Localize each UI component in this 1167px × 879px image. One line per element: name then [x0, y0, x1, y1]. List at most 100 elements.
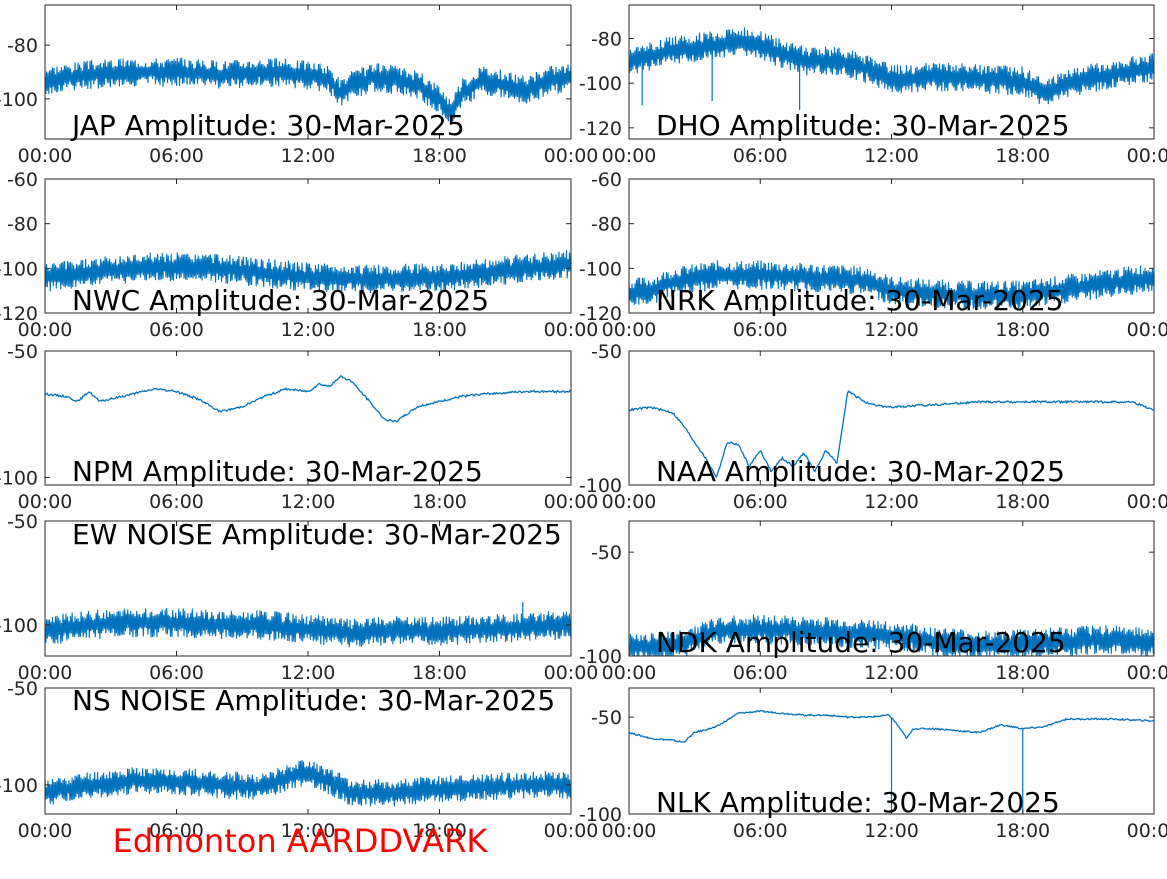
panel-title: NDK Amplitude: 30-Mar-2025	[656, 626, 1066, 659]
series-line	[45, 375, 571, 423]
x-tick-label: 18:00	[995, 662, 1050, 684]
series-line	[629, 709, 1154, 743]
y-tick-label: -100	[579, 646, 622, 668]
y-tick-label: -100	[0, 775, 38, 797]
x-tick-label: 00:00	[544, 145, 599, 167]
x-tick-label: 00:00	[1127, 491, 1167, 513]
x-tick-label: 00:00	[602, 820, 657, 842]
panel-title: JAP Amplitude: 30-Mar-2025	[70, 109, 465, 142]
y-tick-label: -50	[7, 511, 38, 533]
chart-panel: 00:00 06:00 12:00 18:00 00:00 -50 -100 NAA Ampl…	[579, 341, 1167, 513]
panel-title: NS NOISE Amplitude: 30-Mar-2025	[72, 684, 555, 717]
x-tick-label: 00:00	[18, 662, 73, 684]
panel-title: NLK Amplitude: 30-Mar-2025	[656, 786, 1060, 819]
y-tick-label: -60	[7, 169, 38, 191]
y-tick-label: -100	[579, 475, 622, 497]
x-tick-label: 12:00	[864, 491, 919, 513]
x-tick-label: 00:00	[18, 319, 73, 341]
series-line	[629, 260, 1154, 310]
x-tick-label: 00:00	[602, 491, 657, 513]
x-tick-label: 00:00	[18, 145, 73, 167]
panel-title: EW NOISE Amplitude: 30-Mar-2025	[72, 518, 562, 551]
series-line	[45, 759, 571, 807]
x-tick-label: 00:00	[18, 820, 73, 842]
chart-panel: 00:00 06:00 12:00 18:00 00:00 -50 -100 EW NOISE…	[0, 511, 598, 684]
y-tick-label: -50	[591, 707, 622, 729]
panel-title: NRK Amplitude: 30-Mar-2025	[656, 284, 1064, 317]
chart-panel: 00:00 06:00 12:00 18:00 00:00 -60 -80 -100 -120 N…	[579, 169, 1167, 341]
station-footer-label: Edmonton AARDDVARK	[113, 822, 489, 860]
x-tick-label: 06:00	[149, 491, 204, 513]
y-tick-label: -100	[0, 89, 38, 111]
y-tick-label: -100	[0, 258, 38, 280]
x-tick-label: 00:00	[602, 145, 657, 167]
panel-title: NPM Amplitude: 30-Mar-2025	[72, 455, 483, 488]
x-tick-label: 00:00	[544, 319, 599, 341]
x-tick-label: 00:00	[602, 319, 657, 341]
x-tick-label: 18:00	[412, 662, 467, 684]
x-tick-label: 12:00	[864, 145, 919, 167]
x-tick-label: 06:00	[149, 662, 204, 684]
chart-panel: 00:00 06:00 12:00 18:00 00:00 -50 -100 NLK Ampl…	[579, 687, 1167, 842]
chart-panel: 00:00 06:00 12:00 18:00 00:00 -50 -100 NPM Ampl…	[0, 341, 598, 513]
x-tick-label: 12:00	[864, 662, 919, 684]
x-tick-label: 12:00	[281, 491, 336, 513]
series-line	[629, 614, 1154, 656]
series-line	[45, 249, 571, 294]
x-tick-label: 18:00	[412, 319, 467, 341]
x-tick-label: 06:00	[733, 662, 788, 684]
x-tick-label: 12:00	[864, 319, 919, 341]
series-line	[629, 27, 1154, 105]
x-tick-label: 12:00	[281, 319, 336, 341]
x-tick-label: 18:00	[995, 491, 1050, 513]
x-tick-label: 00:00	[1127, 662, 1167, 684]
panel-title: NWC Amplitude: 30-Mar-2025	[72, 284, 489, 317]
y-tick-label: -80	[7, 35, 38, 57]
x-tick-label: 18:00	[412, 145, 467, 167]
x-tick-label: 00:00	[1127, 145, 1167, 167]
y-tick-label: -100	[0, 615, 38, 637]
y-tick-label: -120	[579, 118, 622, 140]
x-tick-label: 06:00	[149, 145, 204, 167]
x-tick-label: 06:00	[733, 145, 788, 167]
y-tick-label: -120	[0, 303, 38, 325]
x-tick-label: 12:00	[864, 820, 919, 842]
x-tick-label: 06:00	[733, 820, 788, 842]
x-tick-label: 00:00	[544, 820, 599, 842]
x-tick-label: 18:00	[412, 820, 467, 842]
x-tick-label: 18:00	[995, 319, 1050, 341]
chart-panel: 00:00 06:00 12:00 18:00 00:00 -80 -100 -120 DHO …	[579, 4, 1167, 167]
x-tick-label: 00:00	[1127, 319, 1167, 341]
x-tick-label: 06:00	[149, 820, 204, 842]
x-tick-label: 12:00	[281, 662, 336, 684]
panel-title: NAA Amplitude: 30-Mar-2025	[656, 455, 1065, 488]
x-tick-label: 00:00	[18, 491, 73, 513]
chart-panel: 00:00 06:00 12:00 18:00 00:00 -80 -100 JAP Ampl…	[0, 4, 599, 167]
y-tick-label: -100	[579, 73, 622, 95]
y-tick-label: -80	[591, 214, 622, 236]
y-tick-label: -50	[7, 678, 38, 700]
x-tick-label: 18:00	[412, 491, 467, 513]
y-tick-label: -100	[579, 804, 622, 826]
x-tick-label: 00:00	[602, 662, 657, 684]
x-tick-label: 00:00	[544, 662, 599, 684]
y-tick-label: -100	[579, 258, 622, 280]
y-tick-label: -80	[7, 214, 38, 236]
x-tick-label: 18:00	[995, 820, 1050, 842]
x-tick-label: 18:00	[995, 145, 1050, 167]
panel-title: DHO Amplitude: 30-Mar-2025	[656, 109, 1070, 142]
y-tick-label: -60	[591, 169, 622, 191]
y-tick-label: -50	[591, 341, 622, 363]
x-tick-label: 06:00	[149, 319, 204, 341]
series-line	[45, 57, 571, 123]
y-tick-label: -100	[0, 467, 38, 489]
series-line	[629, 390, 1154, 479]
x-tick-label: 00:00	[1127, 820, 1167, 842]
x-tick-label: 12:00	[281, 820, 336, 842]
y-tick-label: -80	[591, 29, 622, 51]
y-tick-label: -50	[591, 542, 622, 564]
y-tick-label: -120	[579, 303, 622, 325]
x-tick-label: 00:00	[544, 491, 599, 513]
